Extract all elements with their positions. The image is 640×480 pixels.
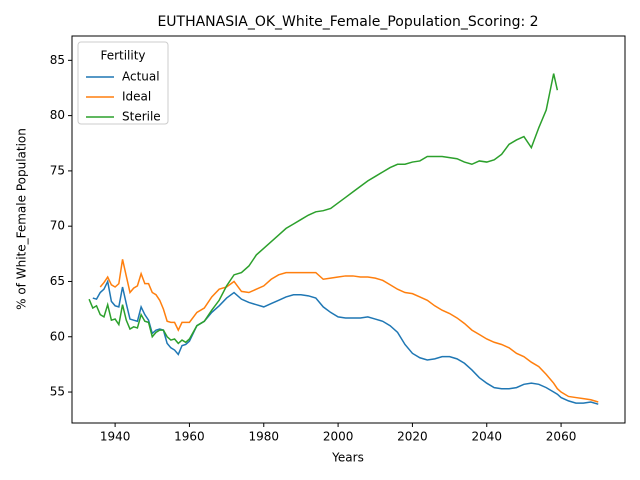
chart-title: EUTHANASIA_OK_White_Female_Population_Sc… [157, 14, 538, 30]
y-tick-label: 60 [50, 329, 65, 343]
legend-label: Sterile [122, 110, 161, 124]
y-tick-label: 75 [50, 163, 65, 177]
series-line [88, 73, 559, 345]
y-tick-label: 80 [50, 108, 65, 122]
x-axis-label: Years [331, 451, 364, 465]
legend-label: Ideal [122, 90, 151, 104]
x-tick-label: 1960 [174, 430, 205, 444]
x-tick-label: 2020 [397, 430, 428, 444]
y-tick-label: 85 [50, 53, 65, 67]
plot-frame [71, 35, 626, 424]
y-tick-label: 55 [50, 385, 65, 399]
x-tick-label: 2040 [471, 430, 502, 444]
legend-label: Actual [122, 70, 160, 84]
series-line [92, 279, 599, 405]
x-tick-label: 2060 [546, 430, 577, 444]
x-tick-label: 2000 [323, 430, 354, 444]
y-axis-label: % of White_Female Population [15, 128, 29, 310]
x-tick-label: 1980 [248, 430, 279, 444]
x-tick-label: 1940 [100, 430, 131, 444]
legend-box [77, 41, 169, 125]
legend-title: Fertility [100, 49, 145, 63]
y-tick-label: 70 [50, 219, 65, 233]
y-tick-label: 65 [50, 274, 65, 288]
series-line [99, 259, 599, 403]
